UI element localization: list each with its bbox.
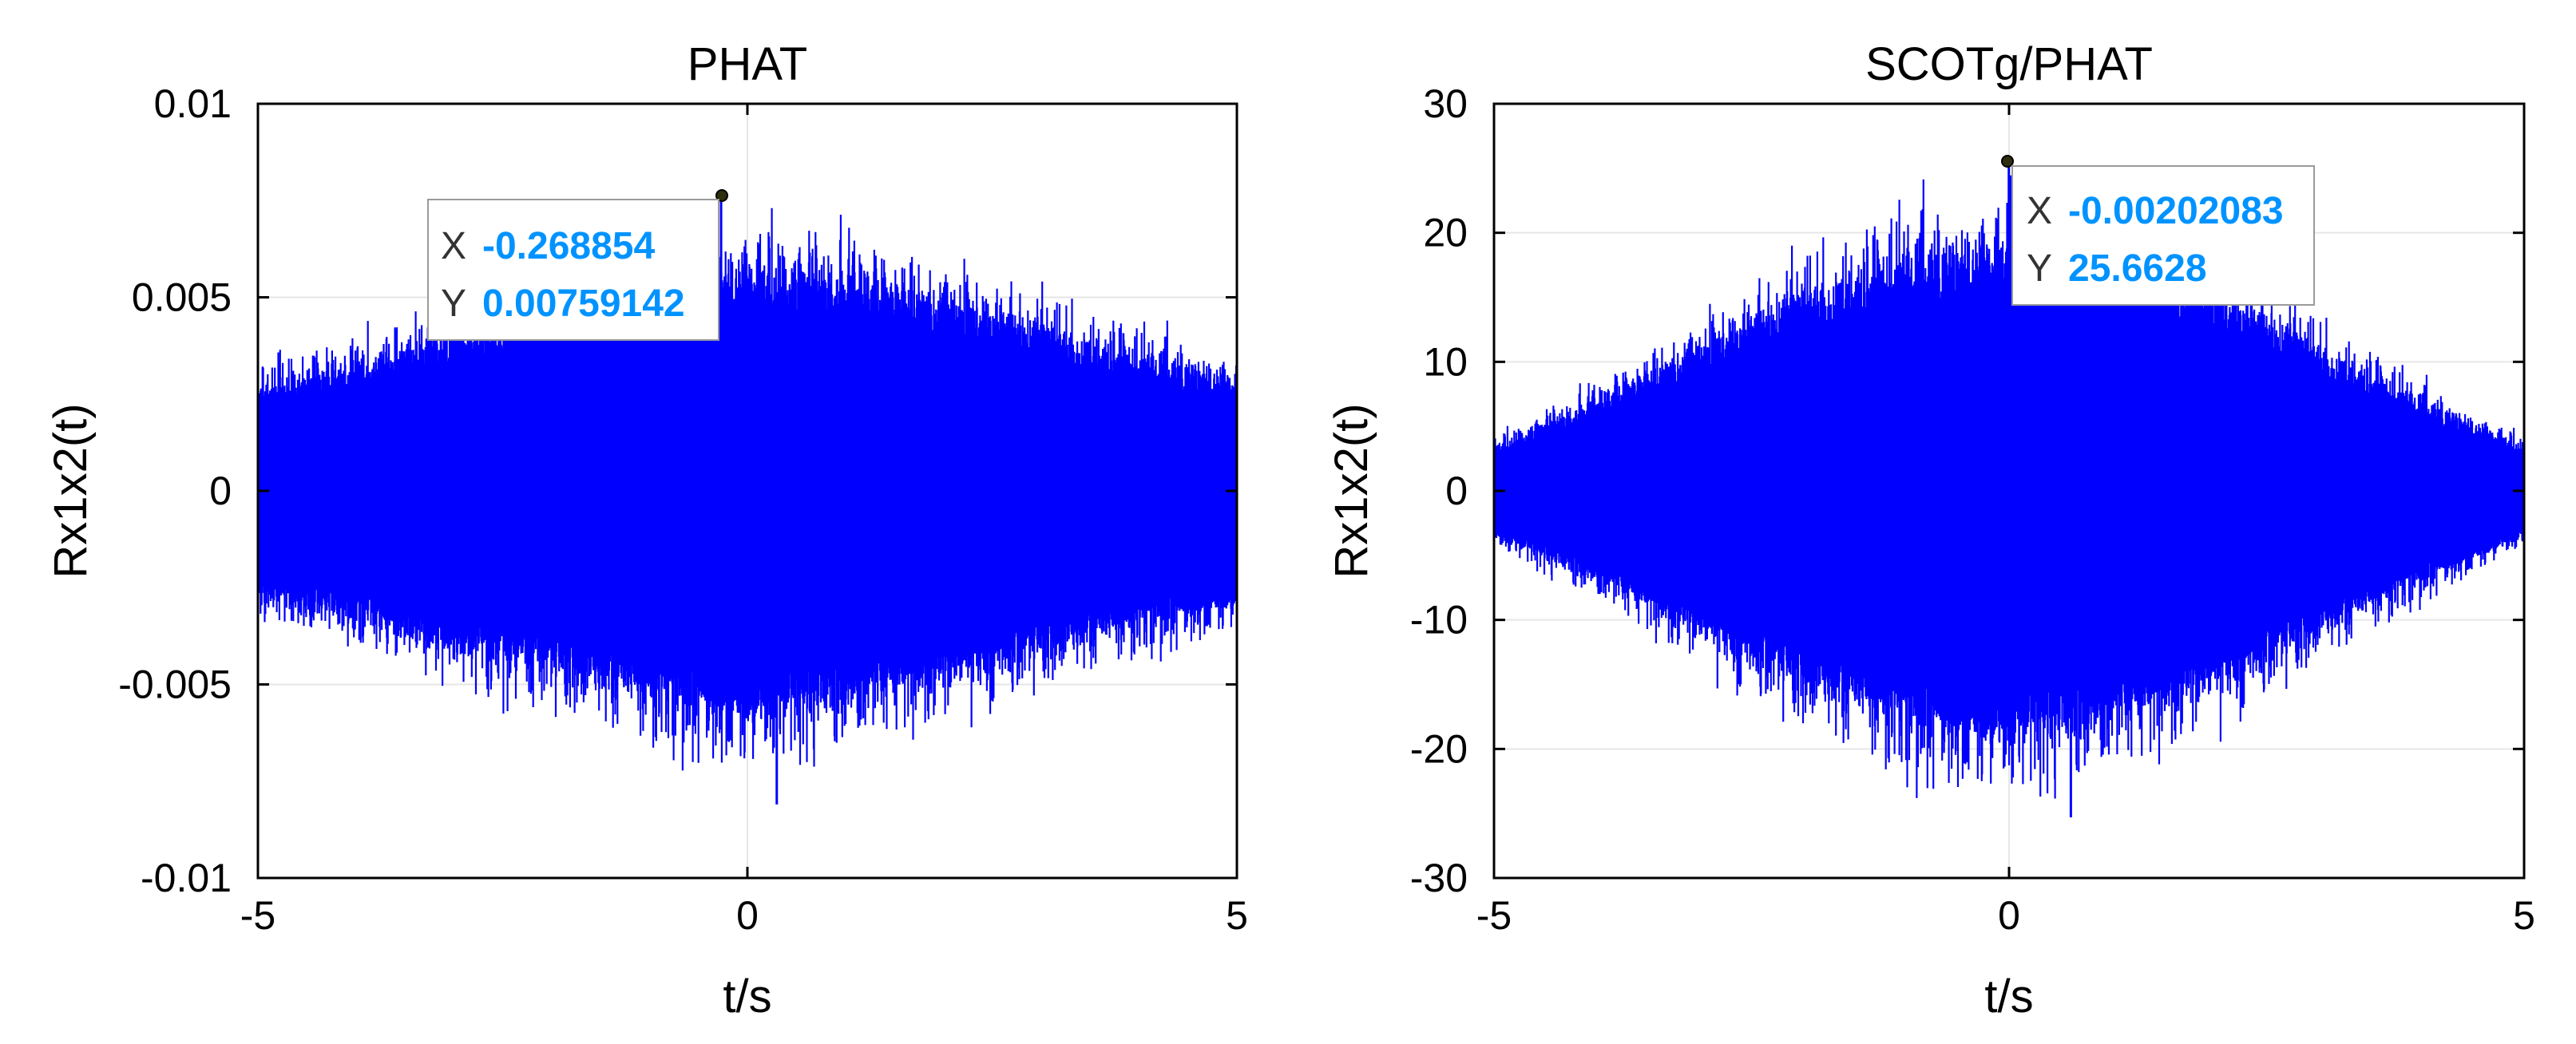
plot-scotg-phat-ytick-label-3: 0 [1445,469,1468,513]
plot-phat-datatip-x-value: -0.268854 [482,225,655,267]
plot-scotg-phat-datatip[interactable]: X -0.00202083 Y 25.6628 [2011,165,2315,306]
plot-phat-xtick-label-1: 0 [736,893,759,938]
plot-scotg-phat-xlabel: t/s [1984,971,2033,1022]
plot-scotg-phat-xtick-label-1: 0 [1998,893,2020,938]
plot-phat-peak-marker[interactable] [715,189,728,202]
plot-scotg-phat-xtick-label-2: 5 [2513,893,2535,938]
plot-phat-datatip-y-key: Y [441,283,466,325]
plot-scotg-phat-datatip-x-key: X [2027,190,2052,232]
plot-scotg-phat-ytick-label-6: 30 [1423,81,1468,126]
plot-scotg-phat-ticks: -5 0 5 -30 -20 -10 0 10 20 30 [1410,81,2535,938]
plot-scotg-phat-ytick-label-4: 10 [1423,339,1468,384]
plot-scotg-phat-datatip-box [2011,165,2315,306]
plot-scotg-phat-ytick-label-1: -20 [1410,726,1468,771]
plot-scotg-phat-ytick-label-2: -10 [1410,598,1468,643]
plot-phat-ylabel: Rx1x2(t) [45,403,97,578]
plot-phat-ticks: -5 0 5 -0.01 -0.005 0 0.005 0.01 [118,81,1248,938]
plot-phat-ytick-label-2: 0 [209,469,232,513]
plot-phat-datatip-x-key: X [441,225,466,267]
plot-phat-ytick-label-1: -0.005 [118,662,232,707]
plot-phat-ytick-label-3: 0.005 [132,275,232,320]
plot-phat-title: PHAT [688,38,807,90]
plot-scotg-phat-xtick-label-0: -5 [1476,893,1512,938]
plot-scotg-phat-ylabel: Rx1x2(t) [1326,403,1377,578]
plot-phat-ytick-label-0: -0.01 [141,856,232,900]
plot-scotg-phat-title: SCOTg/PHAT [1865,38,2153,90]
plot-phat-ytick-label-4: 0.01 [154,81,232,126]
plot-phat-xtick-label-2: 5 [1226,893,1248,938]
plot-phat-xtick-label-0: -5 [240,893,275,938]
plot-phat-datatip-box [427,199,719,341]
plot-phat-datatip[interactable]: X -0.268854 Y 0.00759142 [427,199,719,341]
plot-scotg-phat-datatip-y-value: 25.6628 [2068,247,2207,290]
plot-scotg-phat: -5 0 5 -30 -20 -10 0 10 20 30 SCOTg/PHAT t/s Rx1x… [1326,38,2535,1022]
plot-phat: -5 0 5 -0.01 -0.005 0 0.005 0.01 PHAT t/s Rx1x2… [45,38,1248,1022]
plot-scotg-phat-datatip-y-key: Y [2027,247,2052,290]
plot-scotg-phat-ytick-label-0: -30 [1410,856,1468,900]
plot-scotg-phat-ytick-label-5: 20 [1423,211,1468,255]
plot-phat-xlabel: t/s [723,971,771,1022]
plot-phat-datatip-y-value: 0.00759142 [482,283,685,325]
plot-scotg-phat-datatip-x-value: -0.00202083 [2068,190,2284,232]
plot-scotg-phat-peak-marker[interactable] [2001,155,2014,168]
